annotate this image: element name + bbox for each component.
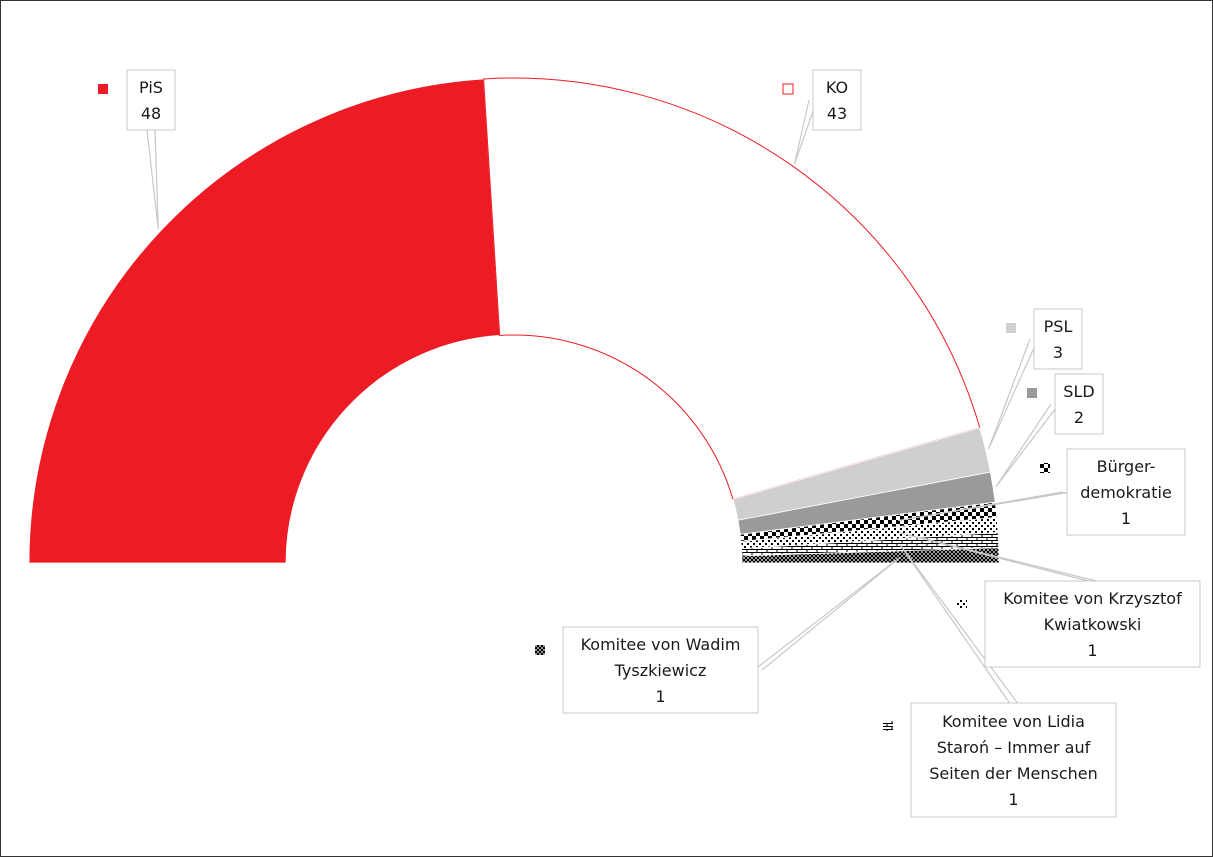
slices-layer — [28, 77, 1000, 564]
leader-line-0 — [146, 129, 159, 230]
legend-swatch-6 — [883, 721, 893, 731]
leader-line-5 — [899, 532, 1097, 582]
legend-swatch-1 — [782, 83, 794, 95]
label-box-4 — [1066, 448, 1186, 536]
slice-label-7-line-1: Tyszkiewicz — [614, 661, 707, 680]
legend-swatch-4 — [1040, 463, 1050, 473]
slice-7 — [741, 547, 1000, 564]
label-box-0 — [126, 69, 176, 131]
slice-label-1-line-0: KO — [826, 78, 848, 97]
leader-line-7 — [753, 556, 901, 671]
slice-label-0-line-1: 48 — [141, 104, 161, 123]
slice-label-6-line-2: Seiten der Menschen — [929, 764, 1098, 783]
leaders-layer — [146, 99, 1097, 704]
slice-label-5-line-0: Komitee von Krzysztof — [1003, 589, 1182, 608]
leader-line-1 — [794, 99, 818, 164]
label-box-7 — [562, 626, 759, 714]
slice-label-4-line-1: demokratie — [1080, 483, 1172, 502]
label-box-5 — [984, 580, 1201, 668]
legend-swatch-0 — [98, 84, 108, 94]
slice-label-2-line-1: 3 — [1053, 343, 1063, 362]
leader-line-4 — [898, 491, 1072, 522]
slice-0 — [28, 78, 501, 564]
slice-label-6-line-3: 1 — [1008, 790, 1018, 809]
slice-label-2-line-0: PSL — [1044, 317, 1073, 336]
label-box-1 — [812, 69, 862, 131]
slice-label-6-line-1: Staroń – Immer auf — [937, 738, 1091, 757]
slice-label-5-line-2: 1 — [1087, 641, 1097, 660]
legend-swatch-2 — [1006, 323, 1016, 333]
slice-label-4-line-0: Bürger- — [1097, 457, 1156, 476]
slice-label-7-line-0: Komitee von Wadim — [581, 635, 741, 654]
slice-label-6-line-0: Komitee von Lidia — [942, 712, 1085, 731]
label-box-3 — [1054, 373, 1104, 435]
legend-swatch-7 — [535, 645, 545, 655]
slice-label-0-line-0: PiS — [139, 78, 163, 97]
leader-line-6 — [899, 544, 1018, 704]
legend-swatch-5 — [957, 599, 967, 609]
slice-label-3-line-1: 2 — [1074, 408, 1084, 427]
legend-swatch-3 — [1027, 388, 1037, 398]
label-box-2 — [1033, 308, 1083, 370]
leader-line-2 — [987, 338, 1039, 450]
slice-label-1-line-1: 43 — [827, 104, 847, 123]
slice-label-3-line-0: SLD — [1063, 382, 1094, 401]
leader-line-3 — [995, 403, 1060, 488]
slice-label-7-line-2: 1 — [655, 687, 665, 706]
labels-layer: PiS 48 KO 43 PSL 3 SLD 2 Bürger-demokratie 1 Komit… — [98, 69, 1201, 818]
slice-1 — [483, 77, 981, 501]
slice-label-4-line-2: 1 — [1121, 509, 1131, 528]
label-box-6 — [910, 702, 1117, 818]
slice-label-5-line-1: Kwiatkowski — [1044, 615, 1142, 634]
